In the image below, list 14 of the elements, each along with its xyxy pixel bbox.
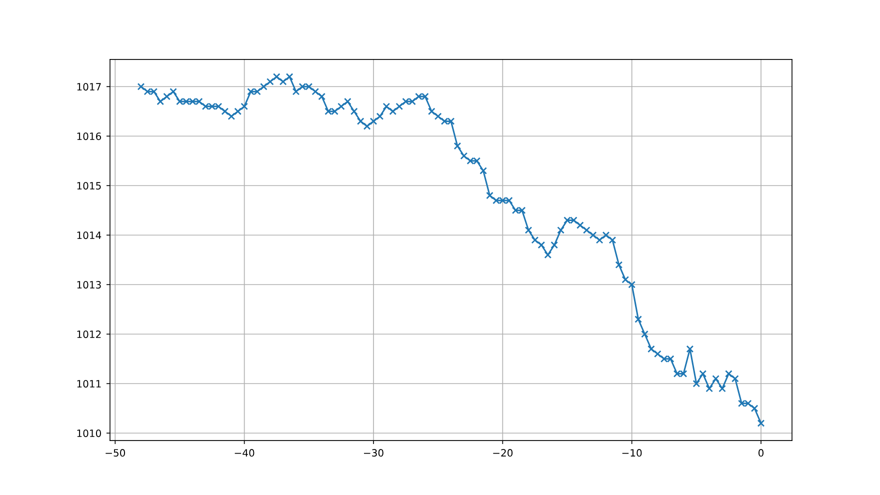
x-tick-label: 0 xyxy=(758,449,764,457)
x-tick-label: −20 xyxy=(493,449,513,457)
x-tick-label: −40 xyxy=(234,449,254,457)
y-tick-label: 1011 xyxy=(77,380,101,388)
x-tick-label: −30 xyxy=(364,449,384,457)
y-tick-label: 1014 xyxy=(77,232,102,240)
y-tick-label: 1015 xyxy=(77,182,101,190)
x-tick-label: −10 xyxy=(622,449,642,457)
y-tick-label: 1012 xyxy=(77,330,101,338)
x-tick-label: −50 xyxy=(106,449,126,457)
y-tick-label: 1016 xyxy=(77,132,102,140)
y-tick-label: 1010 xyxy=(77,430,101,438)
y-tick-label: 1013 xyxy=(77,281,101,289)
y-tick-label: 1017 xyxy=(77,83,101,91)
